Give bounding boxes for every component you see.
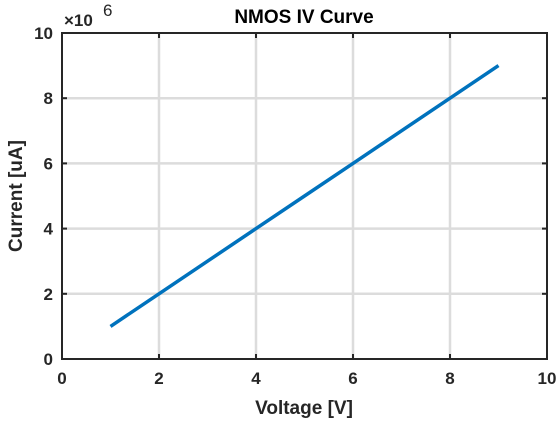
y-tick-label: 0 (44, 350, 53, 369)
grid-lines (62, 33, 547, 359)
y-multiplier-exponent: 6 (103, 1, 112, 20)
axes (61, 32, 548, 360)
x-tick-label: 10 (538, 369, 557, 388)
y-tick-label: 10 (34, 24, 53, 43)
y-tick-label: 4 (44, 220, 54, 239)
y-tick-label: 6 (44, 154, 53, 173)
x-tick-label: 6 (348, 369, 357, 388)
y-tick-label: 8 (44, 89, 53, 108)
tick-labels: 0 2 4 6 8 10 0 2 4 6 8 10 (34, 24, 556, 388)
x-tick-label: 4 (251, 369, 261, 388)
x-tick-label: 2 (154, 369, 163, 388)
y-axis-label: Current [uA] (6, 140, 27, 252)
y-tick-label: 2 (44, 285, 53, 304)
series-layer (109, 64, 500, 328)
x-tick-label: 0 (57, 369, 66, 388)
y-axis-multiplier: ×10 6 (64, 1, 112, 30)
series-line (109, 64, 500, 328)
x-tick-label: 8 (445, 369, 454, 388)
chart-title: NMOS IV Curve (234, 7, 373, 28)
x-axis-label: Voltage [V] (255, 398, 353, 419)
axes-box (61, 32, 548, 360)
y-multiplier-base: ×10 (64, 11, 93, 30)
